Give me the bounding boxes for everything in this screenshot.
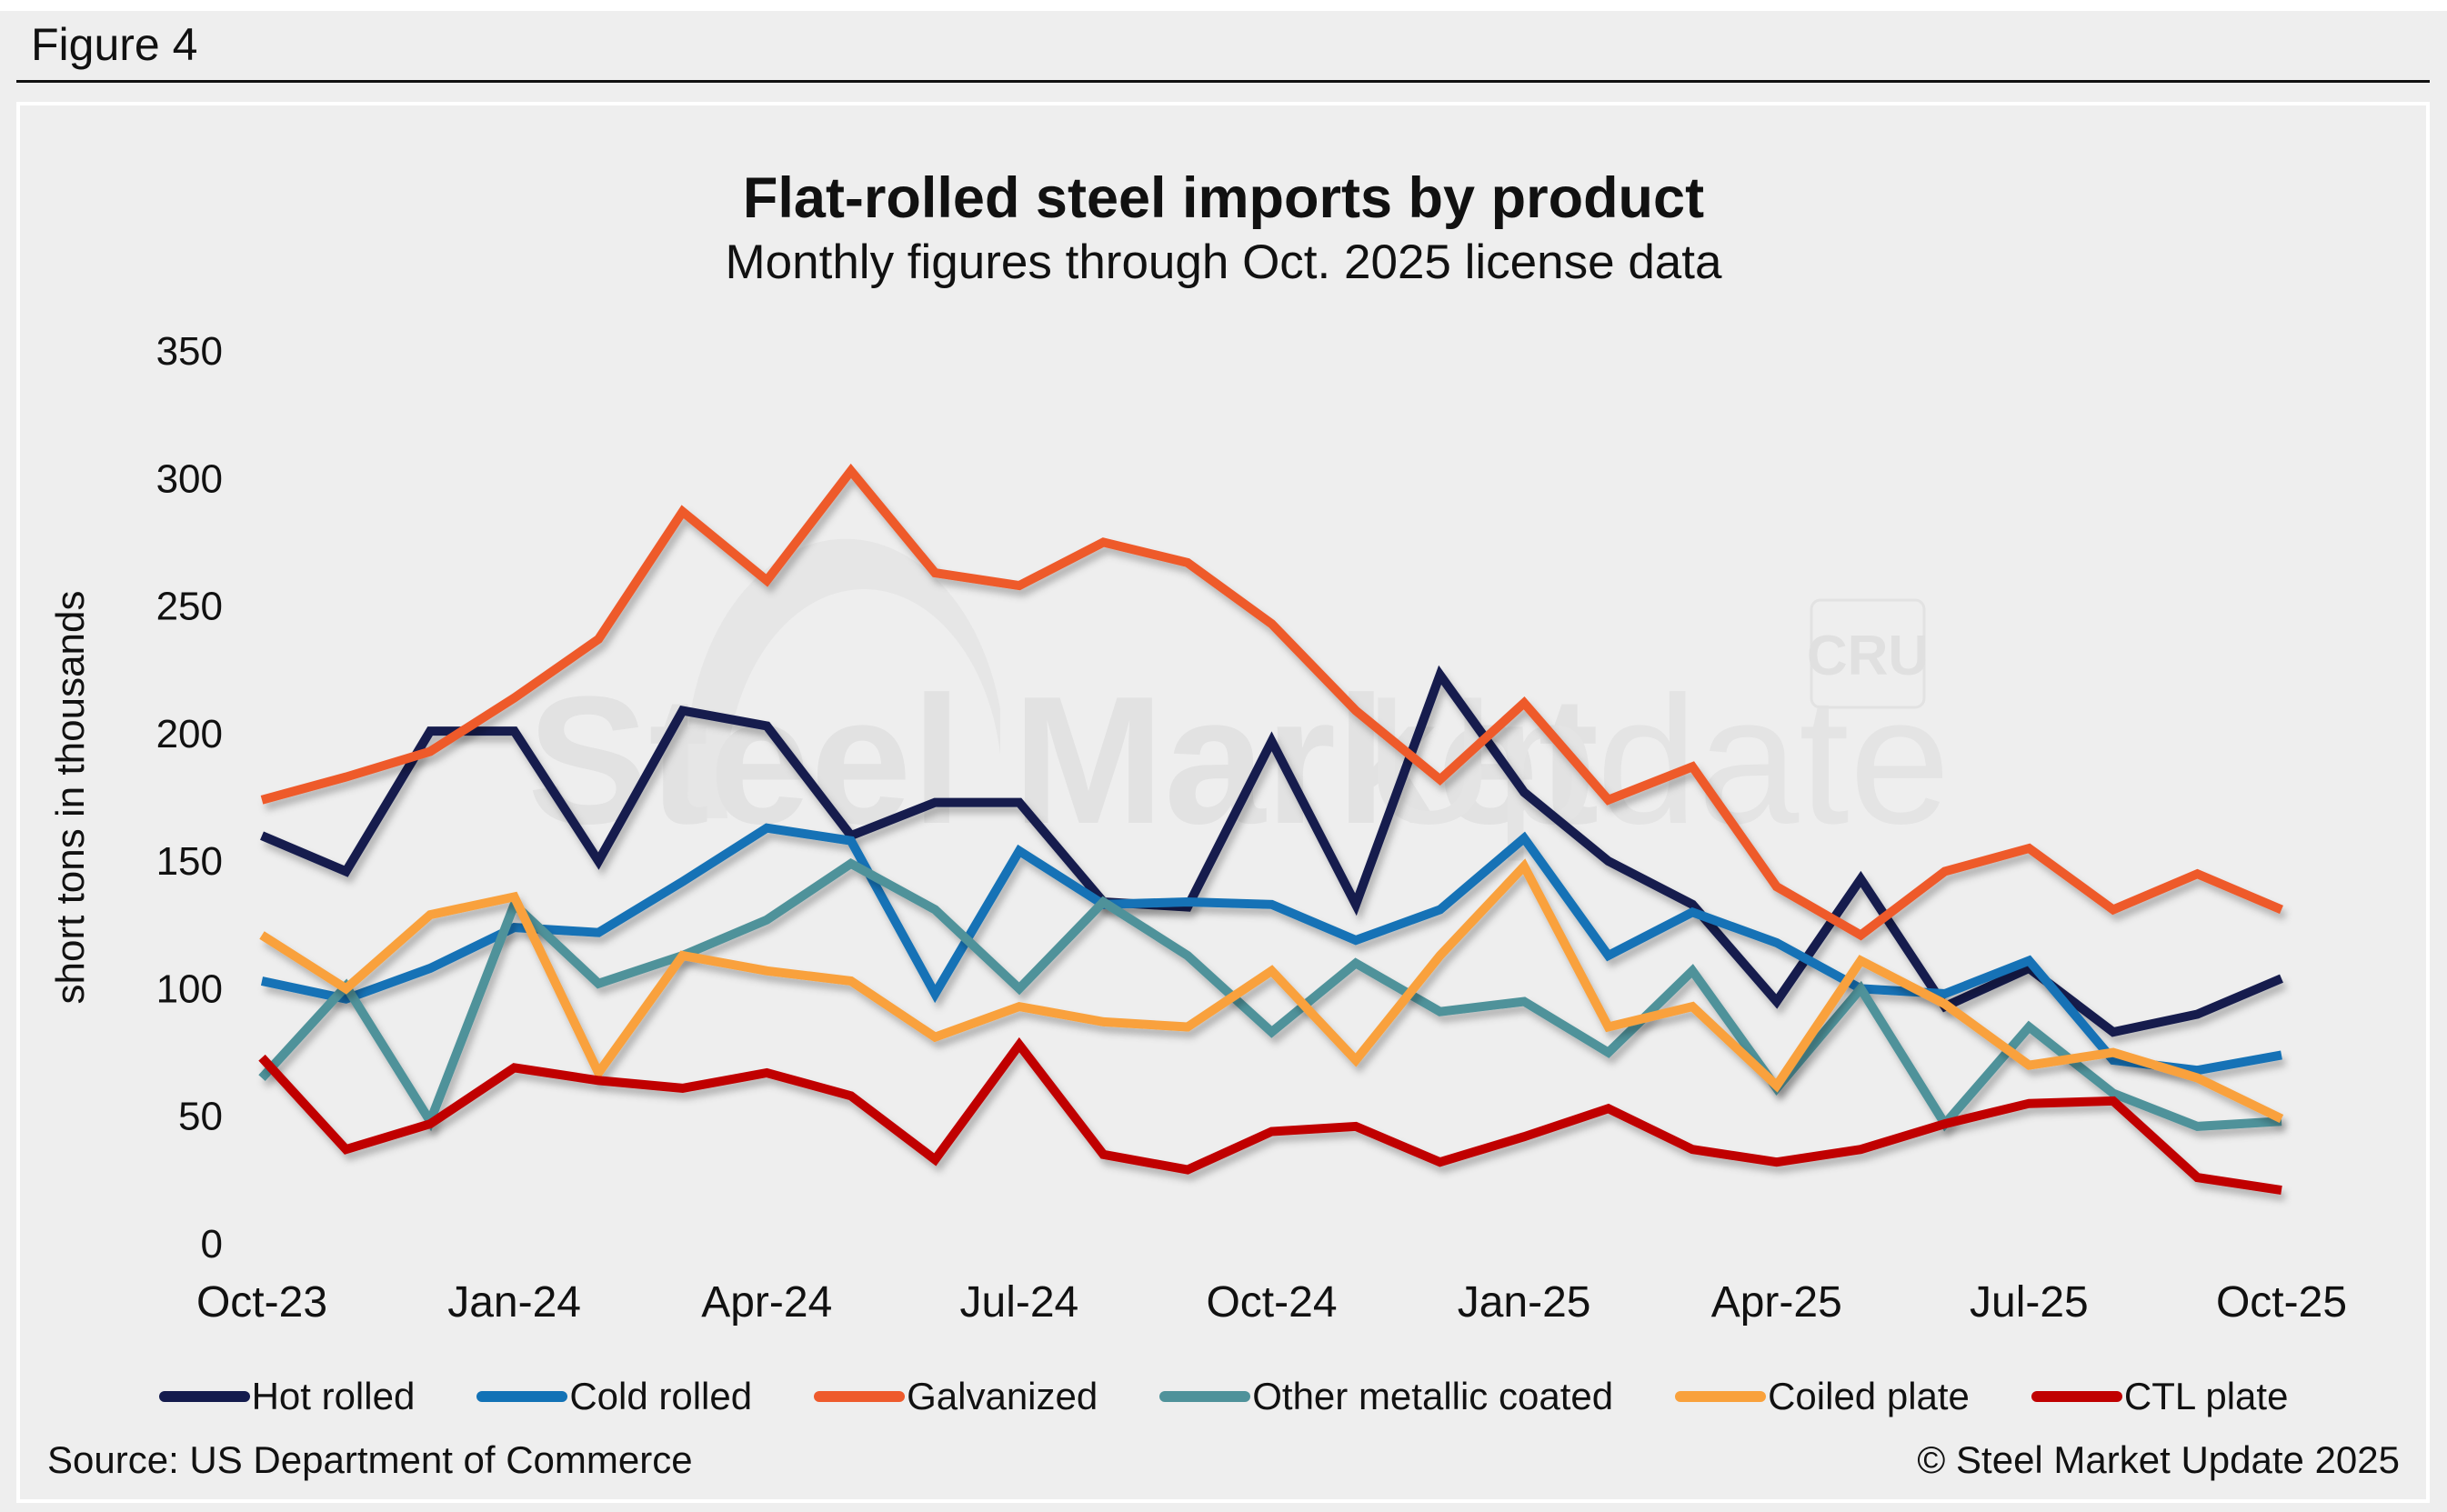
- legend-item-galvanized: Galvanized: [814, 1375, 1098, 1418]
- series-line-ctl-plate: [258, 1036, 2282, 1196]
- cru-logo: CRU: [1807, 625, 1929, 687]
- x-tick-label: Apr-25: [1711, 1278, 1842, 1327]
- y-tick-label: 0: [201, 1222, 223, 1267]
- x-axis-ticks: Oct-23 Jan-24 Apr-24 Jul-24 Oct-24 Jan-25 Apr-…: [196, 1278, 2347, 1327]
- x-tick-label: Oct-23: [196, 1278, 327, 1327]
- y-tick-label: 100: [156, 966, 223, 1011]
- series-line-cold-rolled: [260, 823, 2282, 1076]
- x-tick-label: Jan-25: [1458, 1278, 1591, 1327]
- legend-item-other-metallic-coated: Other metallic coated: [1159, 1375, 1613, 1418]
- chart-panel: [16, 102, 2430, 1503]
- legend-swatch: [1159, 1391, 1251, 1402]
- legend-swatch: [158, 1391, 250, 1402]
- figure-divider: [16, 80, 2430, 83]
- figure-label: Figure 4: [31, 19, 198, 70]
- legend-swatch: [1675, 1391, 1767, 1402]
- x-tick-label: Jul-24: [960, 1278, 1079, 1327]
- legend-item-hot-rolled: Hot rolled: [158, 1375, 416, 1418]
- legend-swatch: [2031, 1391, 2122, 1402]
- legend-label: Cold rolled: [569, 1375, 753, 1417]
- legend-label: Coiled plate: [1768, 1375, 1970, 1417]
- legend-label: Hot rolled: [251, 1375, 416, 1417]
- legend-label: Galvanized: [907, 1375, 1098, 1417]
- series-line-galvanized: [260, 463, 2283, 941]
- series-lines: [258, 463, 2284, 1196]
- y-tick-label: 200: [156, 712, 223, 756]
- legend-label: CTL plate: [2123, 1375, 2289, 1417]
- chart-title: Flat-rolled steel imports by product: [742, 166, 1705, 230]
- x-tick-label: Apr-24: [701, 1278, 832, 1327]
- legend-label: Other metallic coated: [1252, 1375, 1614, 1417]
- x-tick-label: Jul-25: [1970, 1278, 2089, 1327]
- watermark-swoosh-icon: [686, 538, 1000, 818]
- legend-swatch: [814, 1391, 906, 1402]
- chart-subtitle: Monthly figures through Oct. 2025 licens…: [725, 235, 1722, 289]
- x-tick-label: Jan-24: [447, 1278, 581, 1327]
- x-tick-label: Oct-25: [2216, 1278, 2347, 1327]
- y-tick-label: 350: [156, 329, 223, 374]
- legend-item-cold-rolled: Cold rolled: [476, 1375, 752, 1418]
- legend-item-coiled-plate: Coiled plate: [1675, 1375, 1970, 1418]
- legend: Hot rolled Cold rolled Galvanized Other met…: [0, 1375, 2447, 1418]
- y-tick-label: 150: [156, 839, 223, 884]
- y-tick-label: 250: [156, 585, 223, 629]
- series-line-coiled-plate: [259, 858, 2284, 1123]
- source-note: Source: US Department of Commerce: [47, 1438, 693, 1481]
- y-tick-label: 300: [156, 456, 223, 501]
- copyright-note: © Steel Market Update 2025: [1917, 1438, 2400, 1481]
- y-axis-ticks: 0 50 100 150 200 250 300 350: [156, 329, 223, 1267]
- y-axis-label: short tons in thousands: [48, 591, 93, 1005]
- legend-swatch: [476, 1391, 568, 1402]
- cru-logo-box: [1810, 598, 1926, 709]
- x-tick-label: Oct-24: [1206, 1278, 1337, 1327]
- y-tick-label: 50: [178, 1095, 223, 1139]
- legend-item-ctl-plate: CTL plate: [2031, 1375, 2289, 1418]
